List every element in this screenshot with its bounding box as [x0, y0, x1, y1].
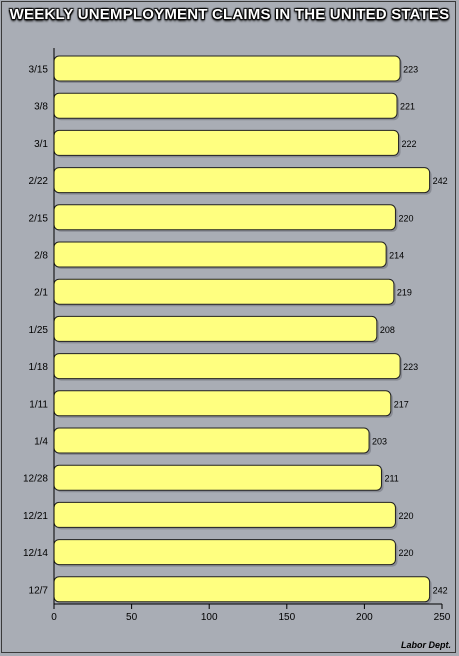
x-tick-label: 150	[278, 612, 295, 623]
category-label: 12/28	[23, 474, 48, 485]
value-label: 242	[433, 176, 448, 186]
bar	[53, 353, 401, 380]
category-label: 3/15	[29, 65, 49, 76]
value-label: 211	[384, 474, 398, 484]
value-label: 222	[402, 139, 417, 149]
value-label: 214	[389, 251, 404, 261]
category-label: 2/1	[34, 288, 48, 299]
value-label: 242	[433, 585, 448, 595]
x-tick-label: 200	[356, 612, 373, 623]
chart-title: WEEKLY UNEMPLOYMENT CLAIMS IN THE UNITED…	[9, 6, 450, 23]
bar	[53, 55, 401, 82]
bar	[53, 539, 396, 566]
bar	[53, 129, 400, 156]
x-tick-label: 50	[126, 612, 138, 623]
bar	[53, 501, 396, 528]
bar	[53, 464, 382, 491]
category-label: 2/15	[29, 213, 49, 224]
category-label: 12/21	[23, 511, 48, 522]
x-tick-label: 0	[51, 612, 57, 623]
bar	[53, 390, 392, 417]
category-label: 2/8	[34, 251, 48, 262]
category-label: 3/1	[34, 139, 48, 150]
value-label: 223	[403, 65, 418, 75]
bar	[53, 576, 431, 603]
category-label: 2/22	[29, 176, 49, 187]
value-label: 220	[398, 213, 413, 223]
category-label: 1/11	[29, 399, 48, 410]
value-label: 208	[380, 325, 395, 335]
value-label: 220	[398, 511, 413, 521]
value-label: 217	[394, 399, 409, 409]
category-label: 3/8	[34, 102, 48, 113]
value-label: 219	[397, 288, 412, 298]
category-label: 12/7	[29, 585, 49, 596]
value-label: 223	[403, 362, 418, 372]
category-label: 1/25	[29, 325, 49, 336]
x-tick-label: 100	[201, 612, 218, 623]
source-credit: Labor Dept.	[400, 640, 451, 650]
value-label: 221	[400, 102, 415, 112]
category-label: 12/14	[23, 548, 48, 559]
x-tick-label: 250	[434, 612, 451, 623]
category-label: 1/4	[34, 437, 48, 448]
value-label: 203	[372, 437, 387, 447]
bar	[53, 241, 387, 268]
bar	[53, 204, 396, 231]
bar	[53, 278, 395, 305]
bar	[53, 167, 431, 194]
bar	[53, 427, 370, 454]
bar	[53, 92, 398, 119]
value-label: 220	[398, 548, 413, 558]
category-label: 1/18	[29, 362, 49, 373]
bar	[53, 315, 378, 342]
